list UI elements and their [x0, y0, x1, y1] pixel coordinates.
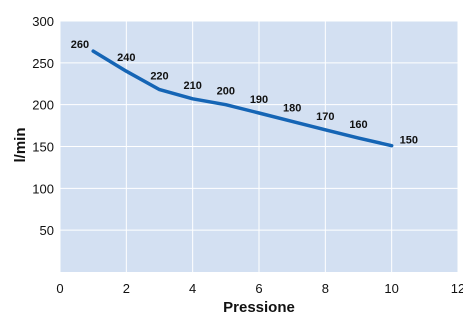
data-label: 190 [250, 94, 268, 106]
data-label: 180 [283, 102, 301, 114]
y-tick-label: 100 [32, 181, 54, 196]
x-tick-label: 8 [322, 281, 329, 296]
series-line [91, 49, 394, 148]
y-tick-label: 150 [32, 140, 54, 155]
x-tick-label: 4 [189, 281, 196, 296]
data-label: 150 [400, 135, 418, 147]
y-tick-label: 50 [40, 223, 54, 238]
x-tick-label: 0 [56, 281, 63, 296]
data-label: 220 [150, 71, 168, 83]
data-label: 200 [217, 86, 235, 98]
x-tick-label: 2 [123, 281, 130, 296]
grid [59, 20, 459, 272]
data-label: 160 [349, 119, 367, 131]
x-tick-label: 6 [255, 281, 262, 296]
y-axis-title: l/min [12, 127, 29, 162]
data-label: 260 [71, 39, 89, 51]
y-tick-label: 300 [32, 14, 54, 29]
data-label: 210 [183, 80, 201, 92]
x-axis-title: Pressione [223, 299, 295, 316]
y-tick-label: 200 [32, 98, 54, 113]
data-label: 170 [316, 111, 334, 123]
y-axis-ticks: 50 100 150 200 250 300 [32, 14, 54, 238]
y-tick-label: 250 [32, 56, 54, 71]
data-labels: 260 240 220 210 200 190 180 170 160 150 [71, 39, 418, 147]
x-tick-label: 12 [451, 281, 463, 296]
data-label: 240 [117, 52, 135, 64]
series-layer [91, 49, 394, 148]
x-tick-label: 10 [384, 281, 398, 296]
x-axis-ticks: 0 2 4 6 8 10 12 [56, 281, 463, 296]
